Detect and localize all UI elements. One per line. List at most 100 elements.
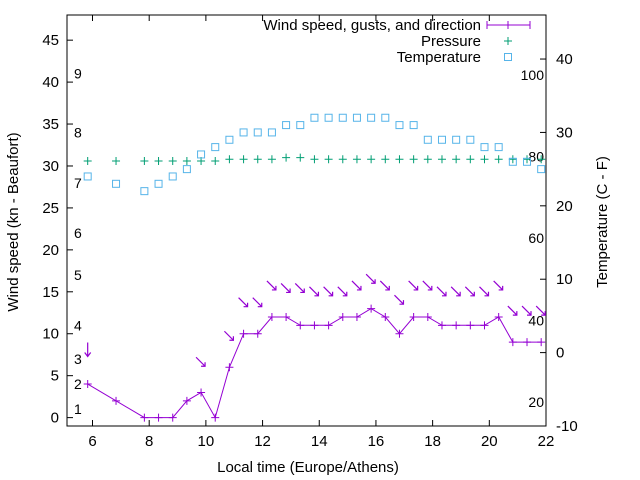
temperature-point bbox=[253, 128, 262, 137]
wind-point bbox=[83, 380, 92, 389]
gust-arrow bbox=[238, 297, 249, 308]
y-tick-label: 35 bbox=[42, 116, 59, 133]
temperature-point bbox=[168, 172, 177, 181]
gust-arrow bbox=[252, 297, 263, 308]
legend: Wind speed, gusts, and direction Pressur… bbox=[263, 17, 531, 66]
wind-series bbox=[83, 304, 546, 422]
beaufort-labels: 1 2 3 4 5 6 7 8 9 bbox=[74, 66, 82, 418]
wind-point bbox=[466, 321, 475, 330]
gust-arrow bbox=[351, 280, 362, 291]
x-tick-label: 12 bbox=[254, 433, 271, 450]
wind-point bbox=[225, 363, 234, 372]
temperature-point bbox=[310, 113, 319, 122]
pressure-point bbox=[367, 155, 376, 164]
temperature-point bbox=[83, 172, 92, 181]
temperature-point bbox=[423, 135, 432, 144]
wind-point bbox=[112, 396, 121, 405]
pressure-point bbox=[310, 155, 319, 164]
beaufort-label: 2 bbox=[74, 376, 82, 392]
pressure-point bbox=[182, 156, 191, 165]
pressure-point bbox=[296, 153, 305, 162]
wind-point bbox=[197, 388, 206, 397]
x-tick-label: 10 bbox=[198, 433, 215, 450]
beaufort-label: 1 bbox=[74, 401, 82, 417]
temperature-point bbox=[112, 179, 121, 188]
y-tick-label: 20 bbox=[42, 242, 59, 259]
y-tick-label: 25 bbox=[42, 200, 59, 217]
gust-arrows bbox=[84, 273, 546, 367]
gust-arrow bbox=[309, 286, 320, 297]
pressure-point bbox=[494, 155, 503, 164]
pressure-point bbox=[452, 155, 461, 164]
temperature-point bbox=[296, 121, 305, 130]
gust-arrow bbox=[379, 280, 390, 291]
gust-arrow bbox=[195, 356, 206, 367]
pressure-point bbox=[324, 155, 333, 164]
gust-arrow bbox=[493, 280, 504, 291]
gust-arrow bbox=[436, 286, 447, 297]
temperature-point bbox=[494, 143, 503, 152]
gust-arrow bbox=[479, 286, 490, 297]
pressure-point bbox=[523, 155, 532, 164]
temperature-point bbox=[338, 113, 347, 122]
gust-arrow bbox=[464, 286, 475, 297]
x-tick-label: 8 bbox=[145, 433, 153, 450]
temperature-point bbox=[466, 135, 475, 144]
pressure-point bbox=[466, 155, 475, 164]
temperature-point bbox=[239, 128, 248, 137]
legend-temperature-marker bbox=[504, 53, 512, 61]
x-tick-label: 18 bbox=[424, 433, 441, 450]
temperature-point bbox=[197, 150, 206, 159]
wind-point bbox=[338, 312, 347, 321]
pressure-point bbox=[253, 155, 262, 164]
wind-point bbox=[409, 312, 418, 321]
pressure-point bbox=[225, 155, 234, 164]
y-axis-label: Wind speed (kn - Beaufort) bbox=[5, 132, 22, 311]
y2-tick-label: 40 bbox=[556, 51, 573, 68]
y-tick-label: 45 bbox=[42, 32, 59, 49]
wind-point bbox=[296, 321, 305, 330]
fahrenheit-label: 80 bbox=[528, 149, 544, 165]
wind-point bbox=[211, 413, 220, 422]
pressure-point bbox=[83, 156, 92, 165]
plot-area bbox=[66, 14, 547, 427]
y2-tick-label: 30 bbox=[556, 124, 573, 141]
wind-point bbox=[239, 329, 248, 338]
temperature-point bbox=[225, 135, 234, 144]
pressure-point bbox=[112, 156, 121, 165]
pressure-point bbox=[508, 155, 517, 164]
gust-arrow bbox=[507, 305, 518, 316]
y-tick-label: 30 bbox=[42, 158, 59, 175]
pressure-point bbox=[154, 156, 163, 165]
wind-point bbox=[452, 321, 461, 330]
pressure-point bbox=[480, 155, 489, 164]
gust-arrow bbox=[408, 280, 419, 291]
temperature-point bbox=[452, 135, 461, 144]
x-tick-label: 6 bbox=[88, 433, 96, 450]
legend-pressure-marker bbox=[504, 37, 512, 45]
wind-point bbox=[494, 312, 503, 321]
temperature-point bbox=[523, 157, 532, 166]
beaufort-label: 5 bbox=[74, 267, 82, 283]
beaufort-label: 7 bbox=[74, 175, 82, 191]
temperature-point bbox=[267, 128, 276, 137]
y-tick-label: 5 bbox=[51, 368, 59, 385]
gust-arrow bbox=[323, 286, 334, 297]
wind-point bbox=[537, 338, 546, 347]
beaufort-label: 6 bbox=[74, 225, 82, 241]
temperature-point bbox=[140, 187, 149, 196]
y-tick-label: 15 bbox=[42, 284, 59, 301]
pressure-point bbox=[338, 155, 347, 164]
temperature-series bbox=[83, 113, 546, 196]
x-axis-label: Local time (Europe/Athens) bbox=[217, 459, 399, 476]
wind-point bbox=[523, 338, 532, 347]
gust-arrow bbox=[394, 294, 405, 305]
temperature-point bbox=[395, 121, 404, 130]
pressure-point bbox=[395, 155, 404, 164]
wind-point bbox=[437, 321, 446, 330]
gust-arrow bbox=[294, 283, 305, 294]
temperature-point bbox=[211, 143, 220, 152]
temperature-point bbox=[352, 113, 361, 122]
y2-tick-label: 0 bbox=[556, 345, 564, 362]
gust-arrow bbox=[365, 273, 376, 284]
